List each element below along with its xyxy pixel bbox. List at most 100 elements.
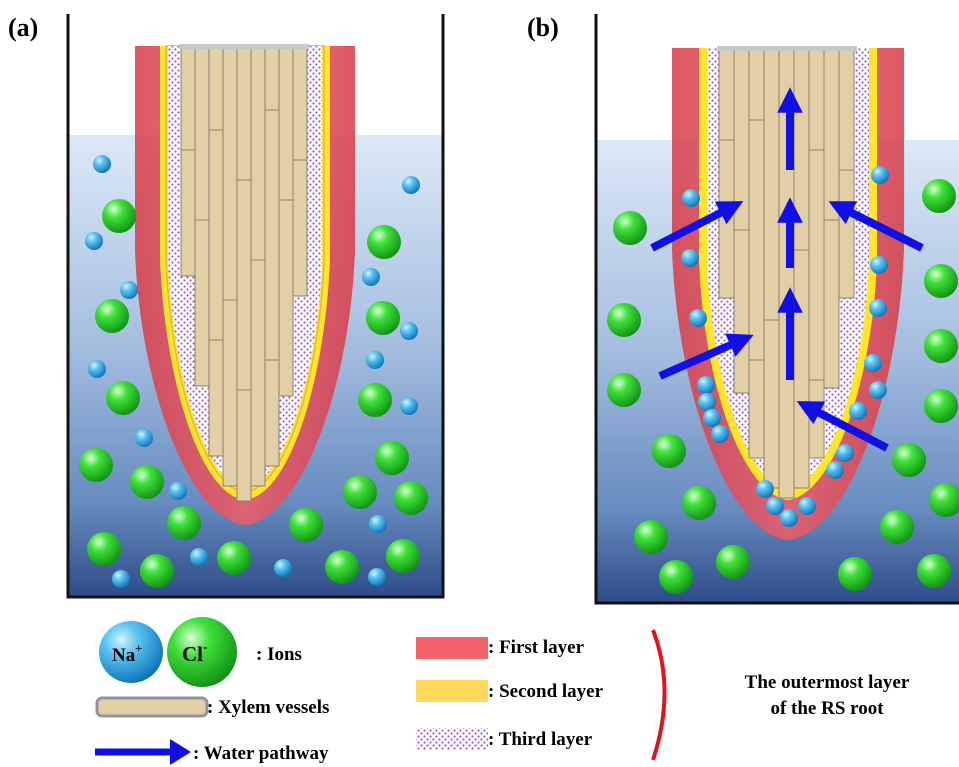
legend-water: : Water pathway (95, 739, 329, 765)
cl-ion-icon (922, 179, 956, 213)
cl-ion-icon (682, 486, 716, 520)
cl-ion-icon (140, 554, 174, 588)
cl-ion-icon (106, 381, 140, 415)
water-arrow-icon (828, 201, 924, 252)
cl-ion-icon (386, 539, 420, 573)
na-ion-icon (402, 176, 420, 194)
na-ion-icon (869, 299, 887, 317)
legend-ions: Na+ Cl- : Ions (99, 617, 302, 687)
na-ion-icon (697, 376, 715, 394)
beaker-wall (594, 14, 959, 605)
panel-b: (b) (527, 13, 959, 605)
cl-ion-icon (838, 557, 872, 591)
na-ion-icon (274, 559, 292, 577)
ions-b (607, 166, 959, 594)
svg-text:Cl-: Cl- (182, 639, 207, 666)
cl-ion-icon (892, 443, 926, 477)
na-ion-icon (366, 351, 384, 369)
beaker-wall (66, 14, 445, 599)
na-ion-icon (711, 425, 729, 443)
root-a (135, 44, 355, 525)
cl-ion-icon (880, 510, 914, 544)
legend-ions-text: : Ions (256, 644, 302, 665)
cl-ion-icon (130, 465, 164, 499)
na-ion-icon (756, 480, 774, 498)
na-ion-icon (689, 309, 707, 327)
layer-swatch-icon (416, 680, 488, 702)
cl-ion-icon (394, 481, 428, 515)
na-ion-icon (780, 509, 798, 527)
na-ion-icon (698, 393, 716, 411)
cl-ion-icon (634, 520, 668, 554)
cl-ion-icon (924, 389, 958, 423)
legend-xylem: : Xylem vessels (95, 696, 329, 718)
na-ion-icon (682, 189, 700, 207)
legend-first-layer: : First layer (416, 637, 585, 659)
svg-text:: First layer: : First layer (488, 637, 585, 658)
cl-ion-icon (367, 225, 401, 259)
na-ion-icon (368, 568, 386, 586)
na-ion-icon (871, 166, 889, 184)
na-ion-icon (120, 281, 138, 299)
na-ion-icon (99, 621, 163, 683)
cl-ion-icon (217, 541, 251, 575)
cl-ion-icon (607, 373, 641, 407)
cl-ion-icon (102, 199, 136, 233)
legend-third-layer: : Third layer (416, 728, 593, 750)
na-ion-icon (703, 409, 721, 427)
cl-ion-icon (325, 550, 359, 584)
cl-ion-icon (343, 475, 377, 509)
water-arrow-icon (650, 201, 744, 252)
water-arrow-icon (796, 401, 889, 452)
xylem-vessel-icon (95, 696, 209, 718)
cl-ion-icon (716, 545, 750, 579)
cl-ion-icon (358, 383, 392, 417)
na-ion-icon (766, 497, 784, 515)
cl-ion-icon (366, 301, 400, 335)
legend-second-layer: : Second layer (416, 680, 604, 702)
svg-text:: Second layer: : Second layer (488, 681, 604, 702)
na-ion-icon (88, 360, 106, 378)
layer-swatch-icon (416, 728, 488, 750)
bracket-line1: The outermost layer (745, 672, 910, 693)
svg-text:Na+: Na+ (112, 641, 142, 666)
svg-text:: Third layer: : Third layer (488, 729, 593, 750)
na-ion-icon (362, 268, 380, 286)
na-ion-icon (369, 515, 387, 533)
cl-ion-icon (924, 264, 958, 298)
ions-a (79, 155, 428, 588)
cl-ion-icon (929, 483, 959, 517)
na-ion-icon (112, 570, 130, 588)
na-ion-icon (400, 322, 418, 340)
na-ion-icon (169, 482, 187, 500)
na-ion-icon (400, 397, 418, 415)
cl-ion-icon (613, 211, 647, 245)
na-ion-icon (869, 381, 887, 399)
cl-ion-icon (167, 617, 237, 687)
na-ion-icon (826, 461, 844, 479)
cl-ion-icon (917, 554, 951, 588)
cl-ion-icon (652, 434, 686, 468)
na-ion-icon (836, 444, 854, 462)
cl-ion-icon (924, 329, 958, 363)
na-ion-icon (135, 429, 153, 447)
layer-swatch-icon (416, 637, 488, 659)
na-ion-icon (798, 497, 816, 515)
na-ion-icon (190, 548, 208, 566)
bracket (651, 629, 667, 761)
legend: Na+ Cl- : Ions : Xylem vessels : Water p… (95, 617, 910, 765)
na-ion-icon (681, 249, 699, 267)
cl-ion-icon (607, 303, 641, 337)
root-b (672, 46, 904, 540)
panel-label-a: (a) (8, 13, 38, 42)
cl-ion-icon (79, 448, 113, 482)
cl-ion-icon (167, 506, 201, 540)
na-ion-icon (864, 354, 882, 372)
legend-water-text: : Water pathway (193, 743, 329, 764)
cl-ion-icon (87, 532, 121, 566)
cl-ion-icon (95, 299, 129, 333)
water-pathways (650, 87, 924, 452)
na-ion-icon (93, 155, 111, 173)
na-ion-icon (85, 232, 103, 250)
